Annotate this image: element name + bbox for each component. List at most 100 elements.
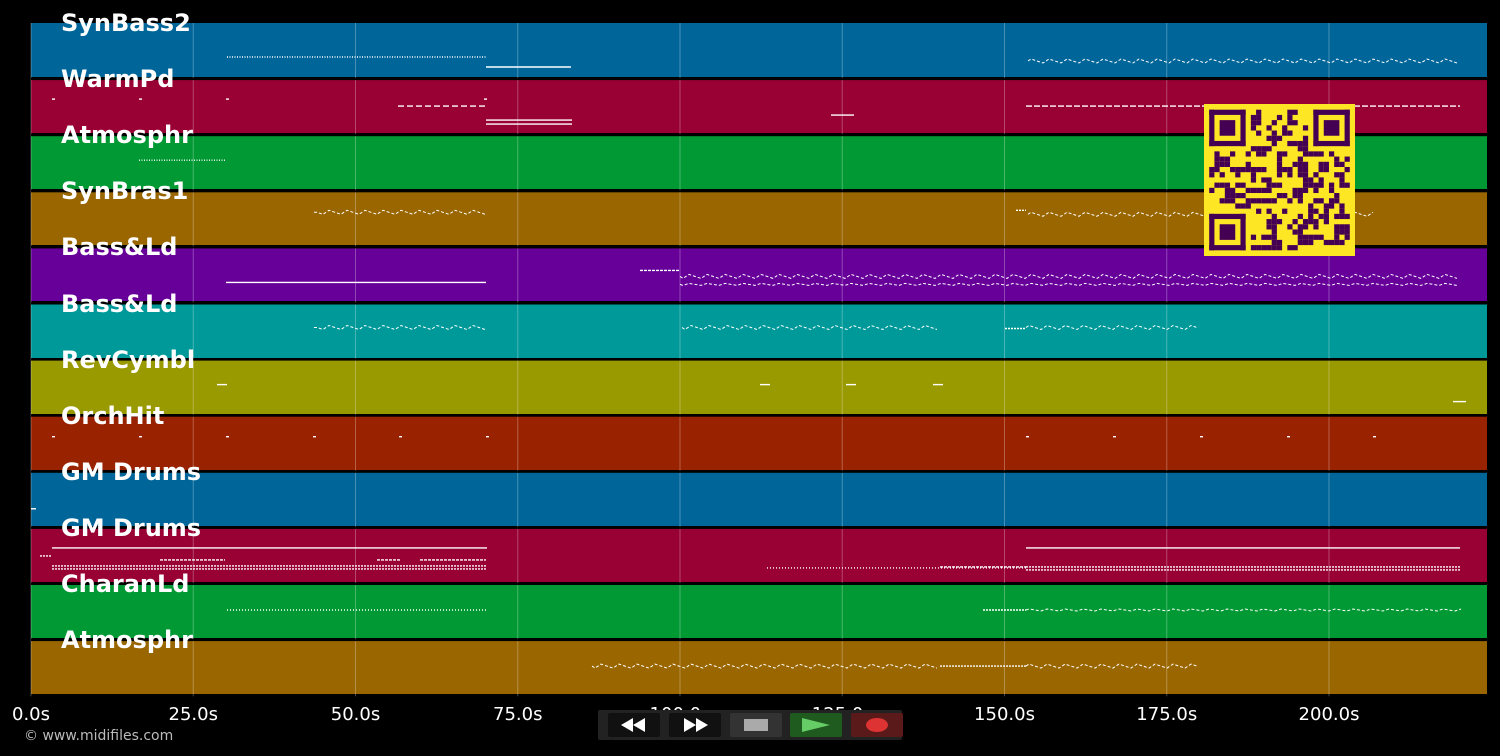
- qr-module: [1287, 140, 1293, 147]
- qr-module: [1308, 234, 1314, 240]
- qr-module: [1214, 166, 1220, 173]
- qr-module: [1271, 182, 1277, 188]
- track-lane: [31, 640, 1487, 695]
- qr-module: [1308, 219, 1314, 225]
- time-tick-label: 200.0s: [1298, 704, 1360, 725]
- qr-module: [1245, 187, 1251, 194]
- qr-module: [1328, 198, 1335, 204]
- qr-module: [1318, 213, 1324, 220]
- qr-module: [1219, 156, 1225, 162]
- qr-module: [1292, 193, 1298, 199]
- qr-module: [1214, 151, 1220, 157]
- qr-module: [1214, 161, 1220, 167]
- qr-module: [1282, 151, 1288, 157]
- qr-module: [1302, 234, 1309, 240]
- qr-module: [1209, 172, 1215, 178]
- qr-module: [1276, 172, 1283, 178]
- qr-module: [1245, 198, 1251, 204]
- qr-module: [1302, 146, 1309, 152]
- qr-module: [1256, 151, 1262, 157]
- qr-module: [1214, 156, 1220, 162]
- qr-module: [1224, 187, 1231, 194]
- track-lane: [31, 415, 1487, 470]
- qr-module: [1302, 187, 1309, 194]
- qr-module: [1297, 239, 1303, 246]
- qr-module: [1344, 166, 1350, 173]
- qr-module: [1292, 109, 1298, 115]
- qr-module: [1344, 109, 1350, 147]
- qr-module: [1282, 125, 1288, 131]
- qr-module: [1219, 172, 1225, 178]
- qr-module: [1266, 198, 1272, 204]
- note-mark: [1025, 608, 1462, 612]
- qr-module: [1297, 224, 1303, 230]
- qr-module: [1256, 166, 1262, 173]
- qr-module: [1334, 198, 1340, 204]
- qr-module: [1209, 187, 1215, 194]
- qr-module: [1250, 177, 1257, 183]
- qr-module: [1256, 120, 1262, 126]
- qr-module: [1276, 219, 1283, 225]
- qr-module: [1344, 182, 1350, 188]
- note-mark: [314, 324, 486, 331]
- track-label: OrchHit: [61, 401, 165, 430]
- qr-module: [1302, 219, 1309, 225]
- qr-module: [1344, 213, 1350, 220]
- lane-separator: [31, 358, 1487, 361]
- qr-module: [1287, 224, 1293, 230]
- qr-module: [1209, 109, 1246, 115]
- record-button[interactable]: [851, 713, 903, 737]
- qr-module: [1266, 245, 1272, 251]
- qr-module: [1250, 146, 1257, 152]
- qr-module: [1224, 161, 1231, 167]
- qr-module: [1334, 156, 1340, 162]
- qr-module: [1339, 213, 1345, 220]
- qr-module: [1297, 140, 1303, 147]
- qr-module: [1235, 193, 1241, 199]
- qr-module: [1256, 114, 1262, 121]
- qr-module: [1271, 224, 1277, 230]
- qr-module: [1250, 187, 1257, 194]
- qr-module: [1250, 166, 1257, 173]
- qr-module: [1313, 140, 1350, 147]
- play-button[interactable]: [790, 713, 842, 737]
- qr-module: [1318, 161, 1324, 167]
- qr-module: [1250, 245, 1257, 251]
- qr-module: [1276, 245, 1283, 251]
- track-label: SynBass2: [61, 9, 191, 37]
- qr-module: [1266, 177, 1272, 183]
- qr-module: [1318, 234, 1324, 240]
- qr-module: [1302, 182, 1309, 188]
- qr-module: [1287, 114, 1293, 121]
- qr-module: [1256, 146, 1262, 152]
- fast-forward-button[interactable]: [669, 713, 721, 737]
- qr-module: [1271, 198, 1277, 204]
- qr-module: [1266, 208, 1272, 214]
- qr-module: [1292, 140, 1298, 147]
- stop-icon: [744, 719, 768, 731]
- qr-code-graphic: [1209, 109, 1350, 251]
- qr-module: [1209, 245, 1246, 251]
- qr-module: [1209, 109, 1215, 147]
- qr-module: [1224, 182, 1231, 188]
- qr-module: [1318, 182, 1324, 188]
- qr-module: [1245, 151, 1251, 157]
- qr-module: [1297, 187, 1303, 194]
- qr-module: [1302, 239, 1309, 246]
- qr-module: [1250, 198, 1257, 204]
- copyright-text: © www.midifiles.com: [24, 728, 174, 744]
- track-label: GM Drums: [61, 457, 202, 486]
- qr-module: [1235, 182, 1241, 188]
- rewind-button[interactable]: [608, 713, 660, 737]
- qr-module: [1318, 198, 1324, 204]
- qr-module: [1323, 120, 1340, 136]
- qr-module: [1297, 146, 1303, 152]
- qr-module: [1344, 224, 1350, 230]
- qr-module: [1276, 114, 1283, 121]
- qr-module: [1339, 229, 1345, 235]
- qr-module: [1219, 161, 1225, 167]
- stop-button[interactable]: [730, 713, 782, 737]
- track-lane: [31, 527, 1487, 582]
- qr-module: [1282, 166, 1288, 173]
- time-tick-label: 175.0s: [1136, 704, 1198, 725]
